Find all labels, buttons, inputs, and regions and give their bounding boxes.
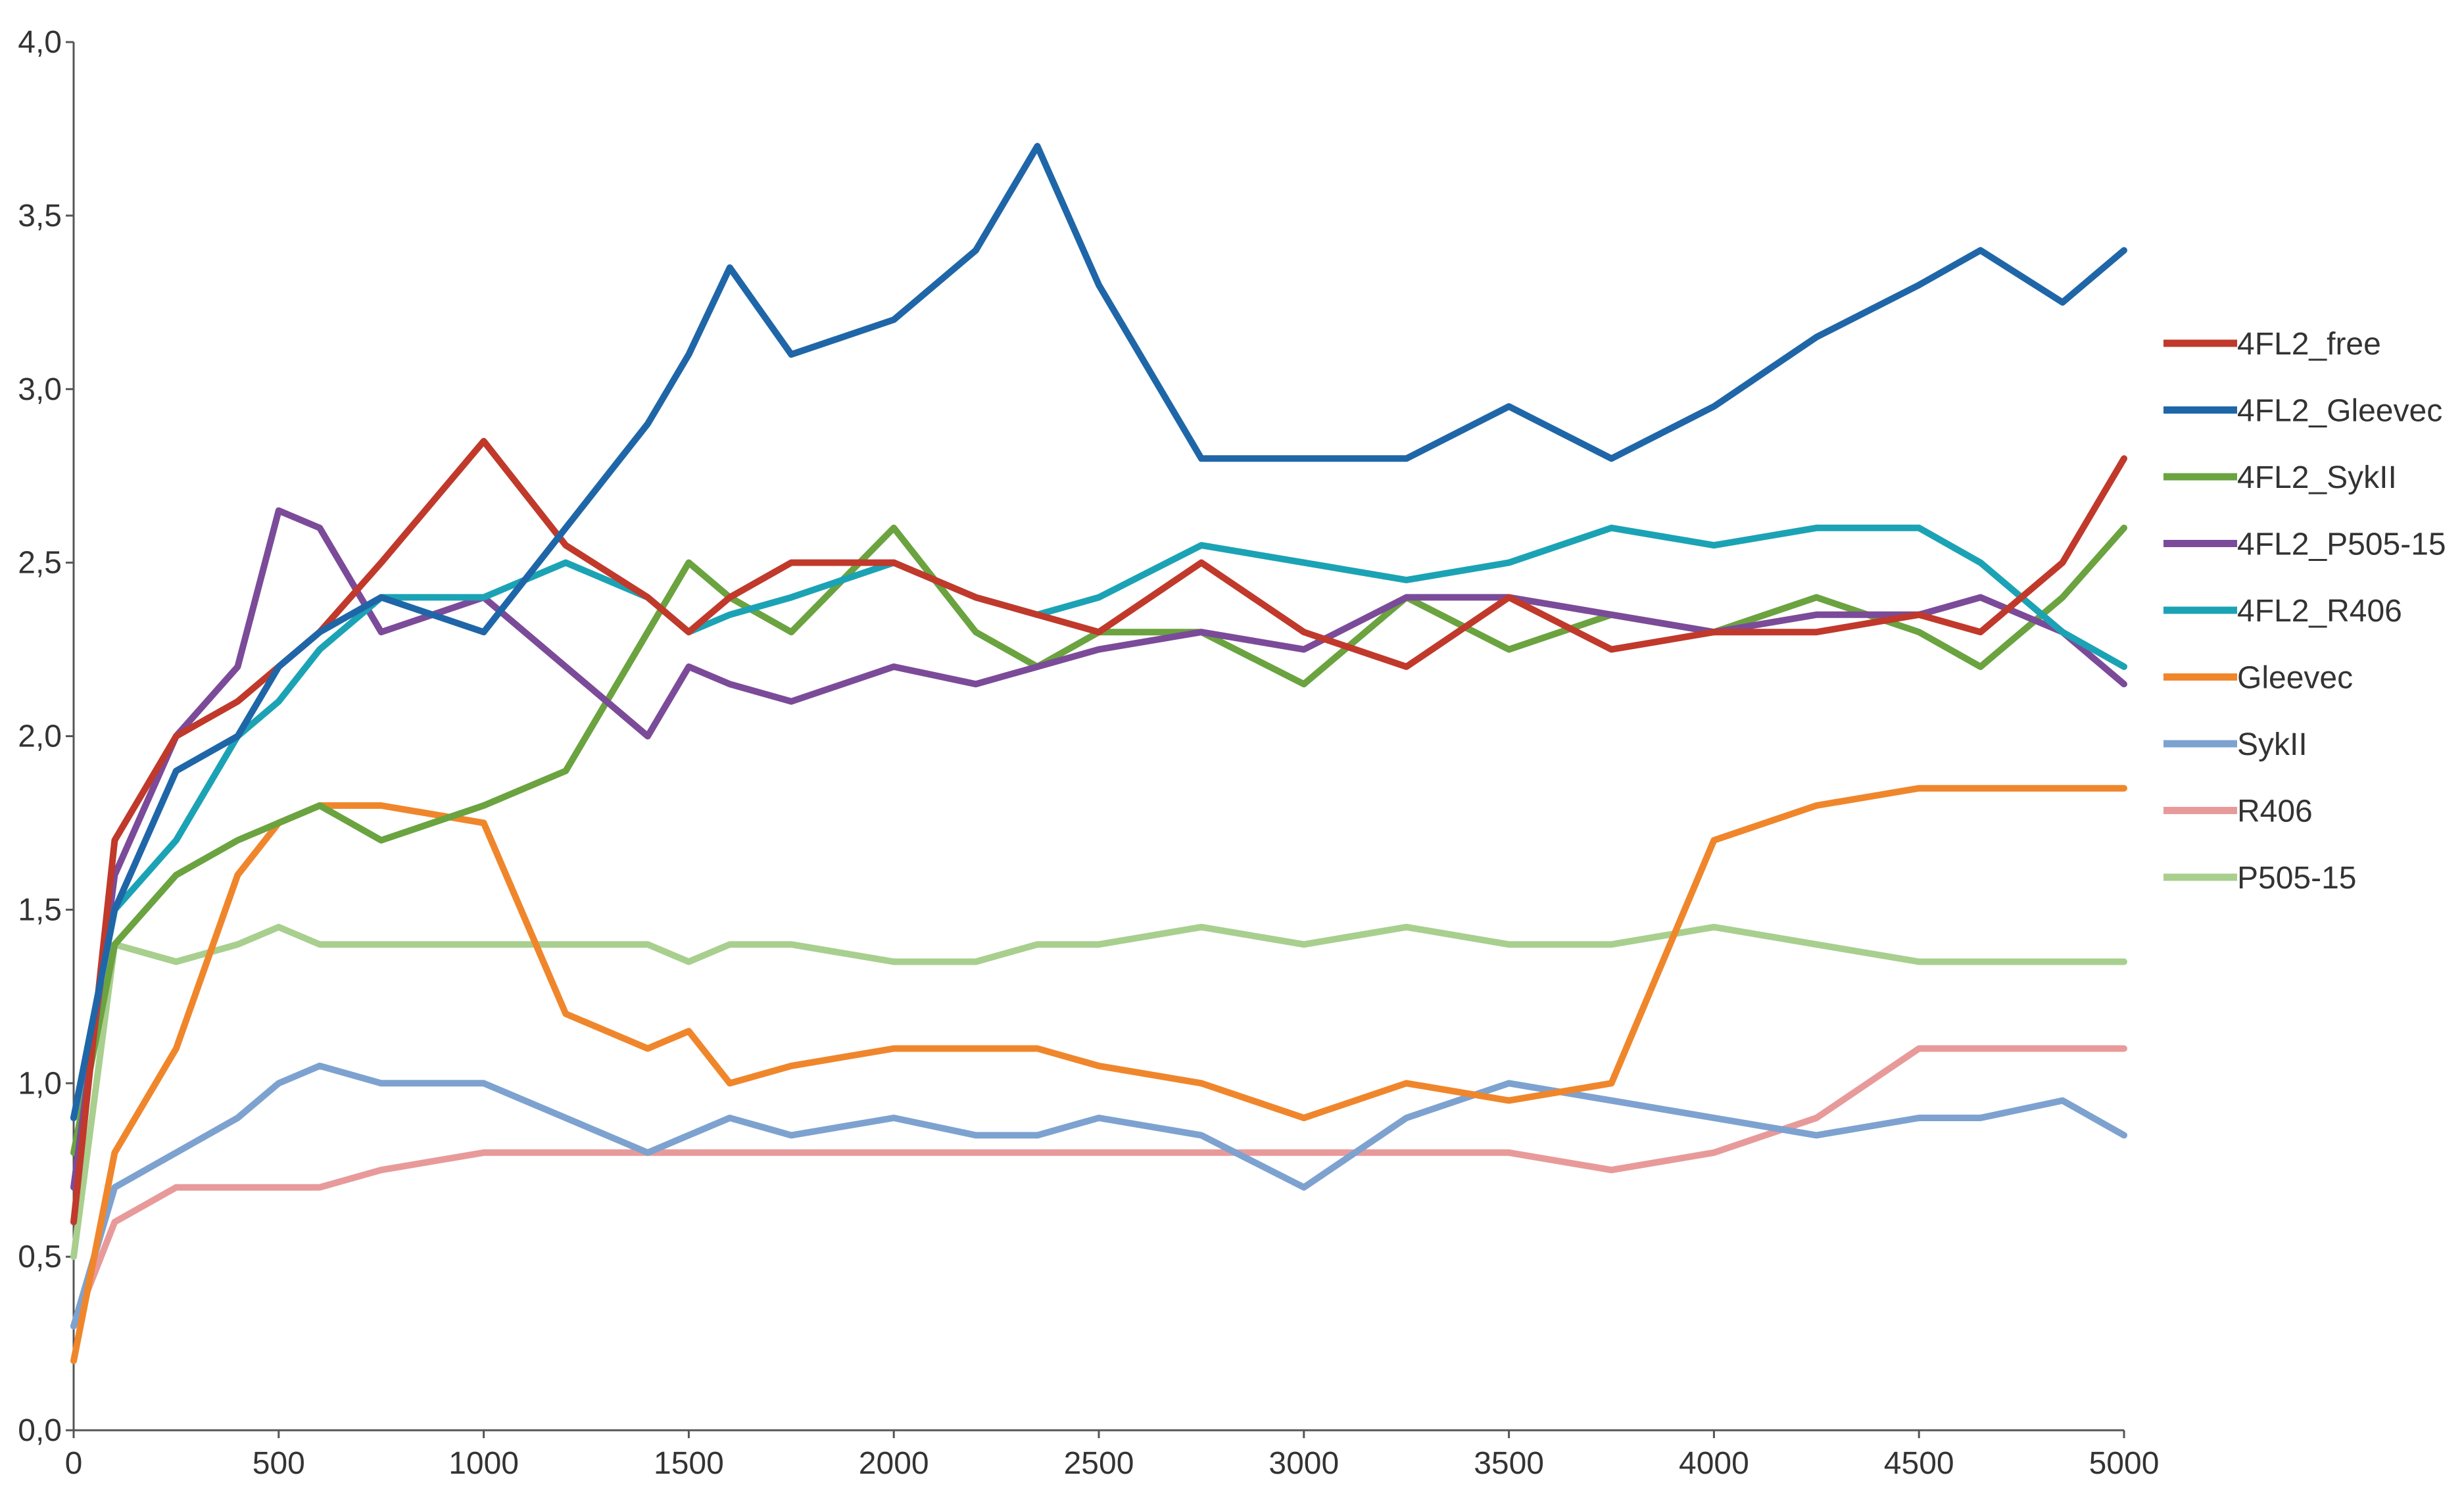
x-tick-label: 2000 (859, 1446, 929, 1481)
legend-label: 4FL2_SykII (2237, 460, 2397, 495)
y-tick-label: 3,5 (18, 199, 62, 233)
series-line-sykii (70, 1062, 2127, 1330)
axes: 0,0 0,5 1,0 1,5 2,0 2,5 3,0 3,5 4,0 0 500 1000 1500… (18, 25, 2159, 1481)
legend-label: 4FL2_free (2237, 327, 2381, 362)
legend-label: Gleevec (2237, 661, 2353, 696)
y-tick-label: 1,0 (18, 1066, 62, 1101)
y-tick-label: 0,5 (18, 1240, 62, 1274)
x-tick-label: 5000 (2089, 1446, 2160, 1481)
series-line-4fl2-p505-15 (70, 507, 2127, 1191)
series-line-r406 (70, 1045, 2127, 1330)
series-line-4fl2-sykii (70, 524, 2127, 1156)
legend: 4FL2_free 4FL2_Gleevec 4FL2_SykII 4FL2_P505… (2163, 327, 2446, 896)
legend-label: SykII (2237, 727, 2307, 762)
y-axis-ticks: 0,0 0,5 1,0 1,5 2,0 2,5 3,0 3,5 4,0 (18, 25, 74, 1448)
legend-label: 4FL2_R406 (2237, 594, 2402, 629)
x-tick-label: 1500 (654, 1446, 724, 1481)
legend-label: 4FL2_P505-15 (2237, 527, 2446, 562)
legend-label: R406 (2237, 794, 2313, 829)
x-tick-label: 0 (65, 1446, 83, 1481)
series-line-4fl2-free (70, 437, 2127, 1226)
y-tick-label: 4,0 (18, 25, 62, 60)
x-tick-label: 3500 (1474, 1446, 1544, 1481)
y-tick-label: 2,5 (18, 546, 62, 581)
legend-label: 4FL2_Gleevec (2237, 394, 2442, 429)
series-line-gleevec (70, 785, 2127, 1365)
x-tick-label: 4000 (1679, 1446, 1749, 1481)
x-tick-label: 500 (253, 1446, 305, 1481)
y-tick-label: 1,5 (18, 892, 62, 927)
y-tick-label: 3,0 (18, 372, 62, 407)
y-tick-label: 2,0 (18, 719, 62, 754)
x-axis-ticks: 0 500 1000 1500 2000 2500 3000 3500 4000 4500 5000 (65, 1430, 2160, 1481)
x-tick-label: 4500 (1884, 1446, 1954, 1481)
series-line-4fl2-gleevec (70, 143, 2127, 1121)
data-series (70, 143, 2127, 1365)
legend-label: P505-15 (2237, 861, 2356, 896)
y-tick-label: 0,0 (18, 1413, 62, 1448)
x-tick-label: 1000 (448, 1446, 519, 1481)
x-tick-label: 2500 (1064, 1446, 1134, 1481)
x-tick-label: 3000 (1268, 1446, 1339, 1481)
series-line-p505-15 (70, 923, 2127, 1261)
